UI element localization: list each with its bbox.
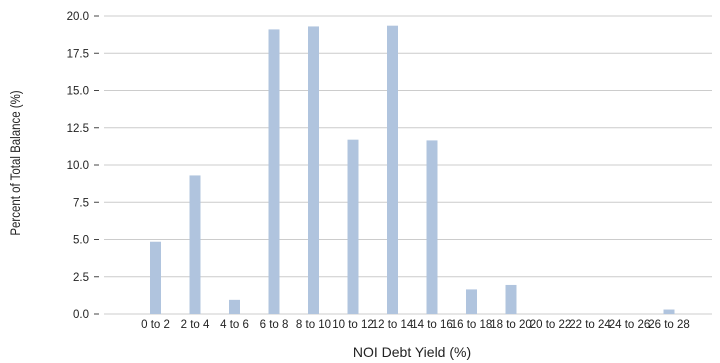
bar bbox=[347, 139, 359, 314]
x-tick-label: 8 to 10 bbox=[296, 319, 331, 331]
bar bbox=[505, 284, 517, 314]
bar bbox=[426, 140, 438, 314]
x-tick-label: 10 to 12 bbox=[332, 319, 374, 331]
bar bbox=[663, 309, 675, 314]
bar bbox=[150, 241, 161, 314]
x-tick-label: 2 to 4 bbox=[181, 319, 210, 331]
x-tick-label: 22 to 24 bbox=[569, 319, 611, 331]
y-tick-label: 5.0 bbox=[73, 235, 89, 247]
bar bbox=[387, 25, 398, 315]
bar bbox=[229, 299, 240, 314]
x-tick-label: 12 to 14 bbox=[372, 319, 414, 331]
x-tick-label: 20 to 22 bbox=[530, 319, 572, 331]
y-tick-label: 15.0 bbox=[67, 86, 89, 98]
bars bbox=[150, 25, 675, 315]
bar bbox=[308, 26, 319, 315]
y-tick-label: 2.5 bbox=[73, 272, 89, 284]
y-axis-title: Percent of Total Balance (%) bbox=[7, 90, 23, 235]
bar bbox=[189, 175, 201, 314]
y-axis-ticks: 0.0 2.5 5.0 7.5 10.0 12.5 15.0 17.5 20.0 bbox=[67, 11, 99, 321]
y-tick-label: 0.0 bbox=[73, 309, 89, 321]
x-tick-label: 16 to 18 bbox=[451, 319, 493, 331]
x-tick-label: 26 to 28 bbox=[648, 319, 690, 331]
y-tick-label: 20.0 bbox=[67, 11, 89, 23]
x-tick-label: 4 to 6 bbox=[220, 319, 249, 331]
x-tick-label: 14 to 16 bbox=[411, 319, 453, 331]
x-tick-label: 0 to 2 bbox=[141, 319, 170, 331]
x-axis-title: NOI Debt Yield (%) bbox=[353, 344, 471, 360]
y-tick-label: 17.5 bbox=[67, 48, 89, 60]
x-tick-label: 24 to 26 bbox=[609, 319, 651, 331]
x-tick-label: 6 to 8 bbox=[260, 319, 289, 331]
bar bbox=[466, 289, 477, 314]
x-tick-label: 18 to 20 bbox=[490, 319, 532, 331]
y-tick-label: 12.5 bbox=[67, 123, 89, 135]
gridlines bbox=[104, 15, 712, 315]
bar bbox=[268, 29, 280, 314]
y-tick-label: 10.0 bbox=[67, 160, 89, 172]
y-tick-label: 7.5 bbox=[73, 197, 89, 209]
